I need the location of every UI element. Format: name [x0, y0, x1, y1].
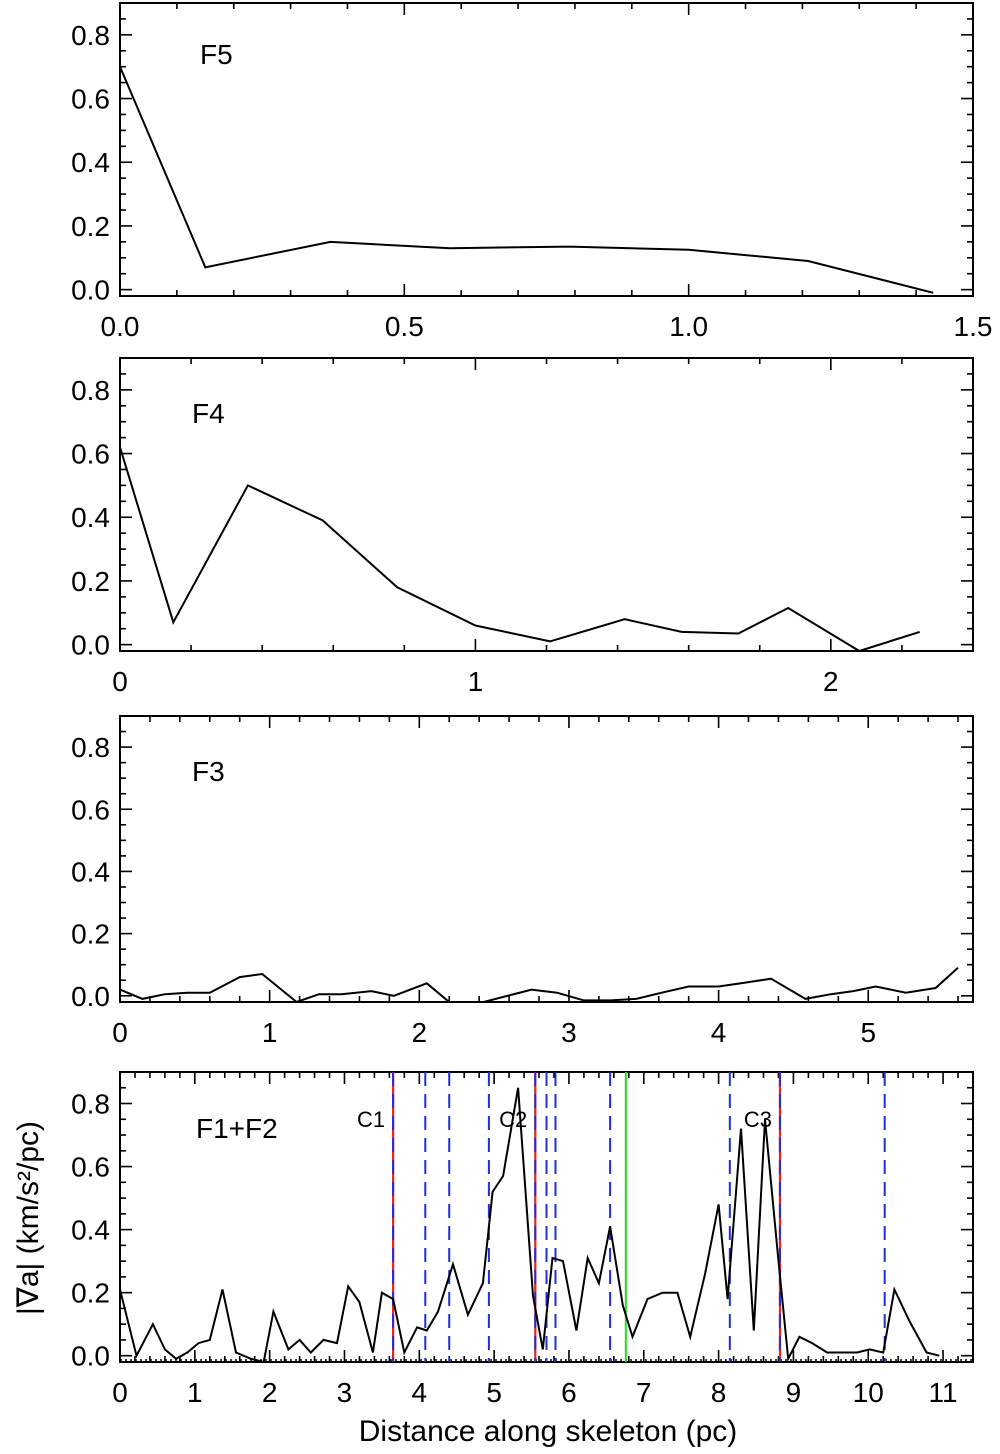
x-tick-label: 2: [823, 666, 839, 697]
y-tick-label: 0.8: [71, 732, 110, 763]
x-tick-label: 1: [468, 666, 484, 697]
x-tick-label: 3: [337, 1377, 353, 1408]
series-line-f1-f2: [119, 1087, 940, 1364]
x-tick-label: 11: [929, 1377, 958, 1408]
x-tick-label: 0.5: [385, 311, 424, 342]
y-tick-label: 0.6: [71, 794, 110, 825]
y-tick-label: 0.8: [71, 1089, 110, 1120]
x-tick-label: 0: [112, 1377, 128, 1408]
y-tick-label: 0.2: [71, 919, 110, 950]
panel-label: F3: [192, 756, 225, 787]
plot-frame: [119, 715, 974, 1003]
x-tick-label: 1: [187, 1377, 203, 1408]
x-tick-label: 5: [486, 1377, 502, 1408]
y-tick-label: 0.0: [71, 275, 110, 306]
y-tick-label: 0.4: [71, 856, 110, 887]
y-tick-label: 0.6: [71, 439, 110, 470]
panel-f4: 0.0 0.2 0.4 0.6 0.8 0 1 2 F4: [71, 357, 974, 697]
plot-frame: [119, 2, 974, 297]
y-tick-label: 0.0: [71, 630, 110, 661]
x-tick-label: 0: [112, 666, 128, 697]
x-axis-title: Distance along skeleton (pc): [359, 1415, 738, 1448]
x-tick-label: 6: [561, 1377, 577, 1408]
y-tick-label: 0.4: [71, 502, 110, 533]
y-tick-label: 0.2: [71, 211, 110, 242]
x-tick-label: 0.0: [101, 311, 140, 342]
y-tick-label: 0.2: [71, 566, 110, 597]
series-line-f4: [119, 446, 921, 653]
x-tick-label: 8: [711, 1377, 727, 1408]
y-tick-label: 0.8: [71, 20, 110, 51]
x-tick-label: 3: [561, 1017, 577, 1048]
x-tick-label: 1: [262, 1017, 278, 1048]
panel-label: F1+F2: [196, 1113, 278, 1144]
y-tick-label: 0.8: [71, 375, 110, 406]
x-tick-label: 0: [112, 1017, 128, 1048]
y-tick-label: 0.4: [71, 147, 110, 178]
panel-label: F4: [192, 398, 225, 429]
y-axis-title: |∇a| (km/s²/pc): [12, 1121, 45, 1315]
y-tick-label: 0.6: [71, 84, 110, 115]
x-tick-label: 2: [262, 1377, 278, 1408]
y-tick-label: 0.6: [71, 1152, 110, 1183]
x-tick-label: 9: [786, 1377, 802, 1408]
panel-f3: 0.0 0.2 0.4 0.6 0.8 0 1 2 3 4 5 F3: [71, 715, 974, 1048]
marker-label-c3: C3: [744, 1107, 772, 1132]
x-tick-label: 10: [853, 1377, 884, 1408]
x-tick-label: 1.0: [669, 311, 708, 342]
x-tick-label: 4: [412, 1377, 428, 1408]
y-tick-label: 0.0: [71, 981, 110, 1012]
series-line-f5: [119, 66, 934, 294]
x-tick-label: 2: [412, 1017, 428, 1048]
x-tick-label: 5: [860, 1017, 876, 1048]
y-tick-label: 0.2: [71, 1278, 110, 1309]
x-tick-label: 1.5: [954, 311, 993, 342]
series-line-f3: [119, 967, 959, 1004]
x-tick-label: 4: [711, 1017, 727, 1048]
plot-frame: [119, 357, 974, 652]
panel-f5: 0.0 0.2 0.4 0.6 0.8 0.0 0.5 1.0 1.5 F5: [71, 2, 993, 342]
marker-label-c1: C1: [357, 1107, 385, 1132]
y-tick-label: 0.0: [71, 1341, 110, 1372]
panel-label: F5: [200, 39, 233, 70]
y-tick-label: 0.4: [71, 1215, 110, 1246]
x-tick-label: 7: [636, 1377, 652, 1408]
